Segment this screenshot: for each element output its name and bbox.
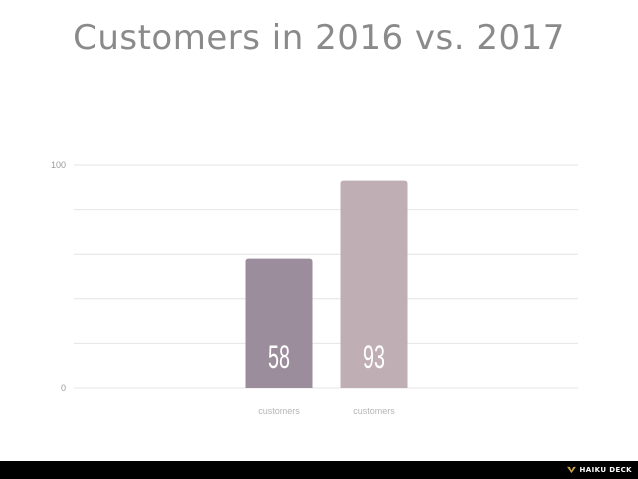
y-tick-label: 100 [51, 160, 66, 170]
x-category-label: customers [258, 406, 300, 416]
bar-value-label: 58 [268, 339, 290, 375]
haiku-deck-logo-icon [566, 466, 576, 474]
bar-chart: 0 100 58 customers 93 customers [51, 160, 578, 416]
brand-name: HAIKU DECK [579, 466, 632, 474]
y-tick-label: 0 [61, 383, 66, 393]
bar [245, 258, 313, 388]
bar [340, 180, 408, 388]
chart-title: Customers in 2016 vs. 2017 [73, 18, 565, 58]
footer-bar: HAIKU DECK [0, 461, 638, 479]
brand-logo[interactable]: HAIKU DECK [566, 461, 632, 479]
bar-value-label: 93 [363, 339, 385, 375]
x-category-label: customers [353, 406, 395, 416]
